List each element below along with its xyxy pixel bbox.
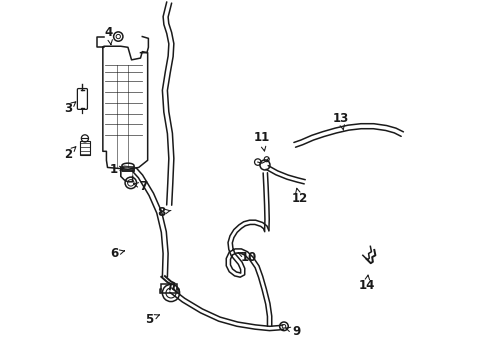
Text: 12: 12: [291, 188, 307, 205]
Text: 10: 10: [238, 251, 257, 264]
Text: 1: 1: [109, 163, 124, 176]
Text: 7: 7: [133, 180, 147, 193]
Text: 11: 11: [253, 131, 269, 151]
Text: 14: 14: [358, 275, 374, 292]
Text: 13: 13: [332, 112, 348, 130]
Text: 6: 6: [110, 247, 124, 260]
Text: 4: 4: [104, 26, 113, 45]
Text: 3: 3: [64, 102, 76, 115]
Text: 2: 2: [64, 147, 76, 161]
Text: 8: 8: [157, 206, 171, 219]
Text: 9: 9: [285, 325, 300, 338]
Text: 5: 5: [145, 312, 159, 326]
